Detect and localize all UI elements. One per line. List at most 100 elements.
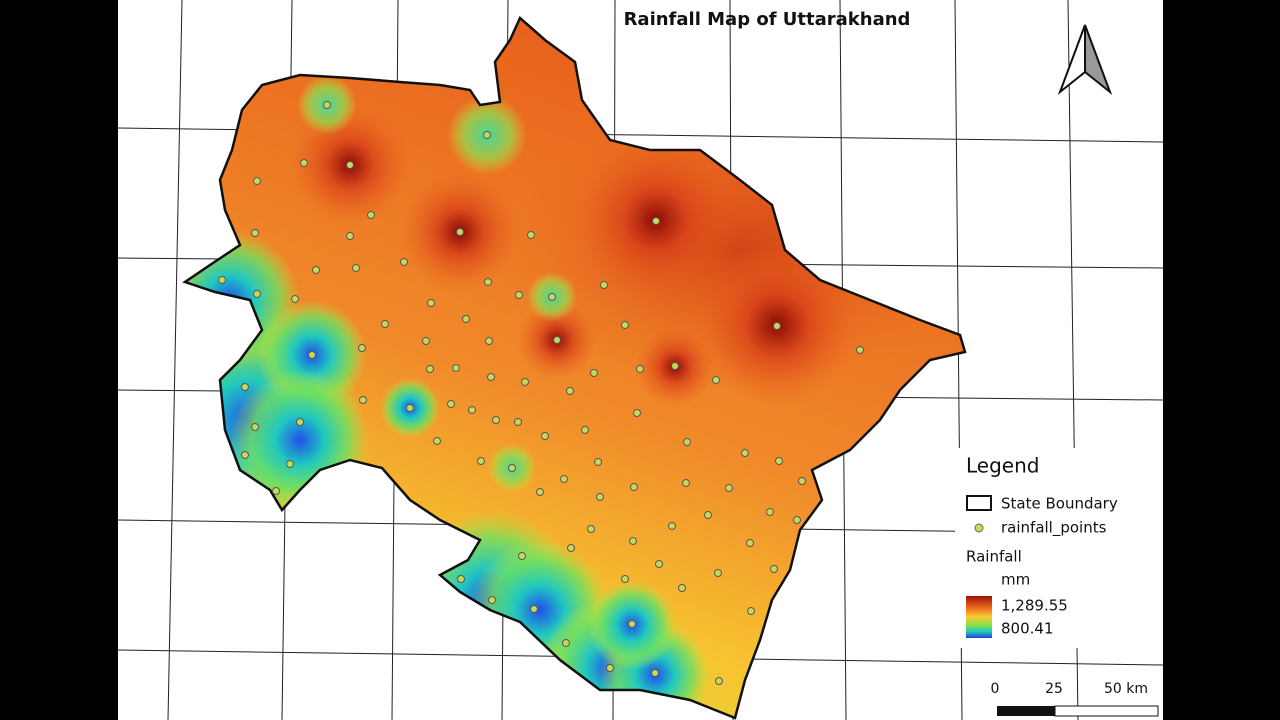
- rainfall-point: [587, 525, 595, 533]
- rainfall-point: [683, 438, 691, 446]
- rainfall-point: [452, 364, 460, 372]
- rainfall-point: [400, 258, 408, 266]
- rainfall-point: [798, 477, 806, 485]
- north-arrow: [1057, 24, 1113, 96]
- scale-label: 0: [991, 681, 1000, 697]
- legend-item: rainfall_points: [1001, 519, 1107, 538]
- rainfall-point: [291, 295, 299, 303]
- rainfall-point: [515, 291, 523, 299]
- rainfall-point: [682, 479, 690, 487]
- rainfall-point: [594, 458, 602, 466]
- legend: Legend State Boundary rainfall_points Ra…: [955, 448, 1163, 648]
- rainfall-point: [462, 315, 470, 323]
- rainfall-point: [218, 276, 226, 284]
- rainfall-point: [560, 475, 568, 483]
- rainfall-point: [308, 351, 316, 359]
- rainfall-point: [477, 457, 485, 465]
- rainfall-point: [485, 337, 493, 345]
- rainfall-point: [746, 539, 754, 547]
- rainfall-point: [775, 457, 783, 465]
- rainfall-point: [427, 299, 435, 307]
- rainfall-point: [457, 575, 465, 583]
- rainfall-point: [296, 418, 304, 426]
- rainfall-point: [358, 344, 366, 352]
- rainfall-point: [581, 426, 589, 434]
- rainfall-point: [300, 159, 308, 167]
- rainfall-point: [741, 449, 749, 457]
- rainfall-point: [518, 552, 526, 560]
- rainfall-point: [251, 423, 259, 431]
- scale-label: 25: [1045, 681, 1063, 697]
- rainfall-point: [715, 677, 723, 685]
- rainfall-point: [712, 376, 720, 384]
- rainfall-point: [652, 217, 660, 225]
- rainfall-point: [562, 639, 570, 647]
- rainfall-point: [241, 383, 249, 391]
- rainfall-point: [272, 487, 280, 495]
- rainfall-point: [678, 584, 686, 592]
- rainfall-point: [596, 493, 604, 501]
- rainfall-point: [773, 322, 781, 330]
- rainfall-point: [600, 281, 608, 289]
- rainfall-point: [567, 544, 575, 552]
- rainfall-point: [553, 336, 561, 344]
- rainfall-point: [406, 404, 414, 412]
- rainfall-point: [433, 437, 441, 445]
- rainfall-point: [766, 508, 774, 516]
- rainfall-point: [487, 373, 495, 381]
- raster-unit: mm: [1001, 571, 1030, 589]
- legend-swatch: [974, 523, 984, 533]
- rainfall-point: [521, 378, 529, 386]
- rainfall-point: [704, 511, 712, 519]
- rainfall-point: [346, 161, 354, 169]
- rainfall-point: [548, 293, 556, 301]
- rainfall-point: [484, 278, 492, 286]
- rainfall-point: [251, 229, 259, 237]
- rainfall-point: [346, 232, 354, 240]
- rainfall-point: [422, 337, 430, 345]
- rainfall-point: [566, 387, 574, 395]
- rainfall-point: [856, 346, 864, 354]
- rainfall-point: [725, 484, 733, 492]
- rainfall-point: [714, 569, 722, 577]
- rainfall-point: [668, 522, 676, 530]
- rainfall-point: [606, 664, 614, 672]
- color-ramp: [966, 596, 992, 638]
- map-title: Rainfall Map of Uttarakhand: [624, 9, 911, 30]
- rainfall-point: [527, 231, 535, 239]
- rainfall-point: [541, 432, 549, 440]
- rainfall-point: [630, 483, 638, 491]
- rainfall-point: [367, 211, 375, 219]
- rainfall-point: [629, 537, 637, 545]
- rainfall-point: [655, 560, 663, 568]
- rainfall-point: [492, 416, 500, 424]
- scale-label: 50 km: [1104, 681, 1148, 697]
- rainfall-point: [747, 607, 755, 615]
- rainfall-point: [488, 596, 496, 604]
- rainfall-point: [793, 516, 801, 524]
- rainfall-point: [286, 460, 294, 468]
- legend-swatch: [966, 495, 992, 511]
- ramp-min: 800.41: [1001, 620, 1054, 638]
- rainfall-point: [628, 620, 636, 628]
- rainfall-point: [426, 365, 434, 373]
- rainfall-point: [456, 228, 464, 236]
- rainfall-point: [590, 369, 598, 377]
- rainfall-point: [671, 362, 679, 370]
- rainfall-points: [218, 101, 864, 685]
- legend-title: Legend: [966, 454, 1039, 478]
- rainfall-point: [447, 400, 455, 408]
- rainfall-point: [770, 565, 778, 573]
- legend-item: State Boundary: [1001, 495, 1118, 513]
- rainfall-point: [636, 365, 644, 373]
- rainfall-point: [241, 451, 249, 459]
- raster-name: Rainfall: [966, 548, 1022, 566]
- rainfall-point: [633, 409, 641, 417]
- rainfall-point: [253, 177, 261, 185]
- rainfall-point: [508, 464, 516, 472]
- rainfall-point: [323, 101, 331, 109]
- rainfall-point: [514, 418, 522, 426]
- rainfall-point: [651, 669, 659, 677]
